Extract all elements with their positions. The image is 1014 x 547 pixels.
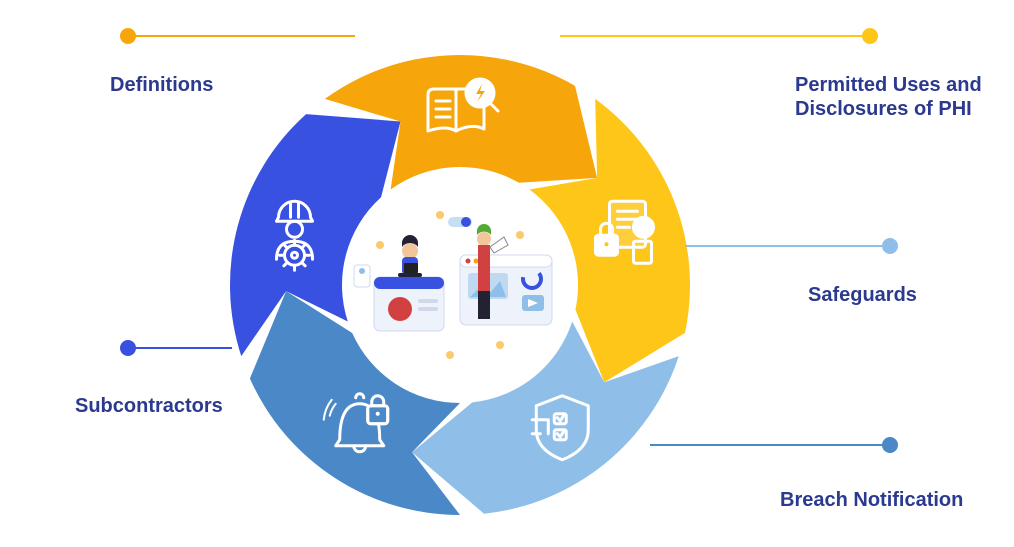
label-breach-notification: Breach Notification [780, 488, 963, 512]
label-subcontractors: Subcontractors [75, 394, 223, 418]
dot-definitions [120, 28, 136, 44]
label-safeguards: Safeguards [808, 283, 917, 307]
dot-breach-notification [882, 437, 898, 453]
dot-safeguards [882, 238, 898, 254]
dot-permitted-uses [862, 28, 878, 44]
label-permitted-uses: Permitted Uses and Disclosures of PHI [795, 73, 995, 121]
label-definitions: Definitions [110, 73, 213, 97]
dot-subcontractors [120, 340, 136, 356]
